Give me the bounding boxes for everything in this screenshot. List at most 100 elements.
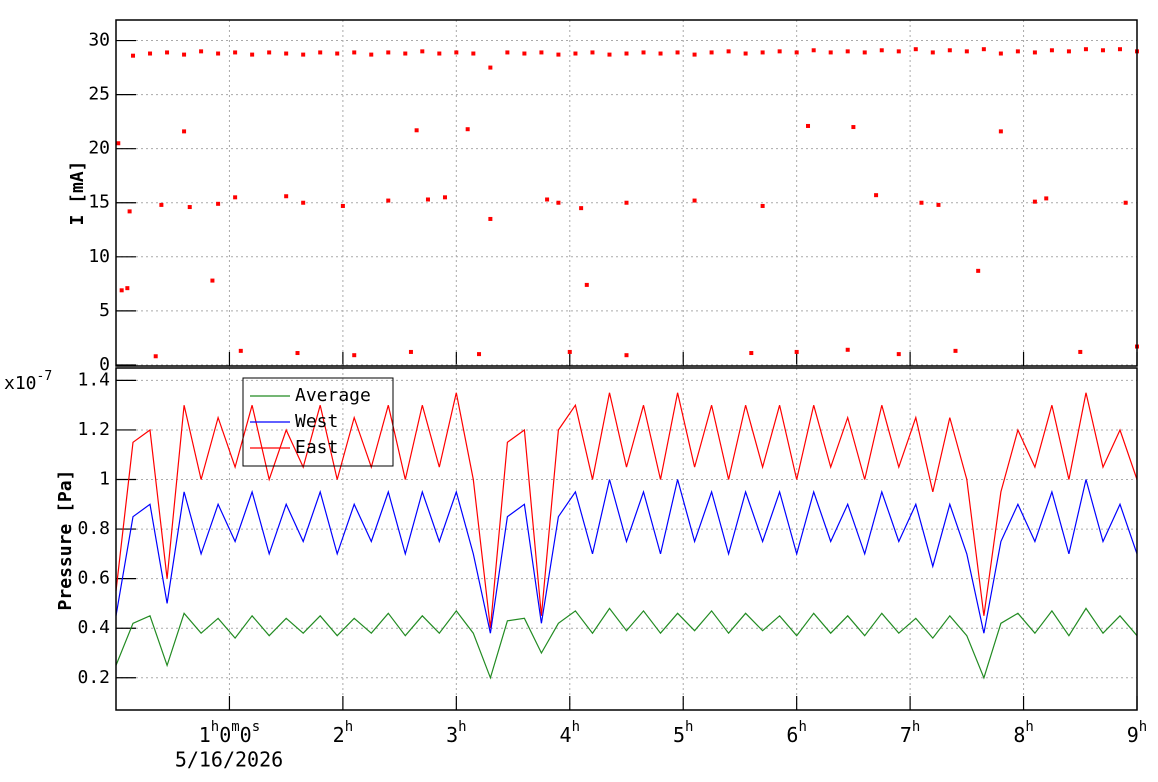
point [624,353,629,358]
x-tick-label: 1h0m0s [199,719,260,747]
y-tick-label: 5 [99,300,110,321]
point [794,349,799,354]
x-tick-label: 5h [673,719,693,747]
point [442,195,447,200]
point [1044,196,1049,201]
point [590,50,595,55]
point [862,50,867,55]
point [692,198,697,203]
x-tick-label: 7h [900,719,920,747]
point [794,50,799,55]
x-tick-label: 6h [786,719,806,747]
point [709,50,714,55]
point [760,203,765,208]
point [125,286,130,291]
point [624,200,629,205]
point [811,48,816,53]
point [624,51,629,56]
point [953,348,958,353]
point [119,288,124,293]
point [116,141,121,146]
point [250,52,255,57]
y-tick-label: 10 [88,246,110,267]
y-tick-label: 25 [88,84,110,105]
point [1100,48,1105,53]
y-tick-label: 30 [88,30,110,51]
point [488,216,493,221]
point [216,51,221,56]
legend-box [242,377,394,467]
point [1117,47,1122,52]
y-tick-label: 1.2 [77,419,110,440]
point [425,197,430,202]
panel: 0 5 10 15 20 25 30 [88,19,1139,375]
point [851,125,856,130]
point [369,52,374,57]
y-tick-label: 0.4 [77,617,110,638]
point [477,352,482,357]
point [182,52,187,57]
point [874,193,879,198]
y-tick-label: 15 [88,192,110,213]
point [488,65,493,70]
series-line [115,607,1138,680]
point [913,47,918,52]
point [749,351,754,356]
point [352,353,357,358]
point [896,352,901,357]
point [976,268,981,273]
point [777,49,782,54]
point [964,49,969,54]
point [284,194,289,199]
y-axis-title: Pressure [Pa] [55,470,76,611]
point [579,206,584,211]
point [301,52,306,57]
point [301,200,306,205]
point [148,51,153,56]
point [131,53,136,58]
point [1032,50,1037,55]
y-tick-label: 0 [99,354,110,375]
point [153,354,158,359]
point [658,51,663,56]
point [641,50,646,55]
point [539,50,544,55]
point [210,278,215,283]
point [465,127,470,132]
point [845,347,850,352]
point [573,51,578,56]
point [806,123,811,128]
x-offset-label: 5/16/2026 [175,748,283,772]
legend-label: East [295,437,338,458]
point [743,51,748,56]
x-tick-label: 9h [1127,719,1147,747]
frame [115,19,1138,367]
point [505,50,510,55]
point [267,50,272,55]
y-tick-label: 1 [99,469,110,490]
series-line [115,479,1138,634]
point [187,205,192,210]
point [828,50,833,55]
point [1049,48,1054,53]
point [165,50,170,55]
point [919,200,924,205]
y-tick-label: 0.8 [77,518,110,539]
point [408,349,413,354]
point [414,128,419,133]
point [607,52,612,57]
point [437,51,442,56]
legend-label: West [295,411,338,432]
y-tick-label: 1.4 [77,369,110,390]
point [318,50,323,55]
y-tick-label: 0.2 [77,667,110,688]
point [556,52,561,57]
x-tick-label: 4h [560,719,580,747]
point [127,209,132,214]
series-line [115,392,1138,629]
point [896,49,901,54]
point [567,349,572,354]
point [182,129,187,134]
